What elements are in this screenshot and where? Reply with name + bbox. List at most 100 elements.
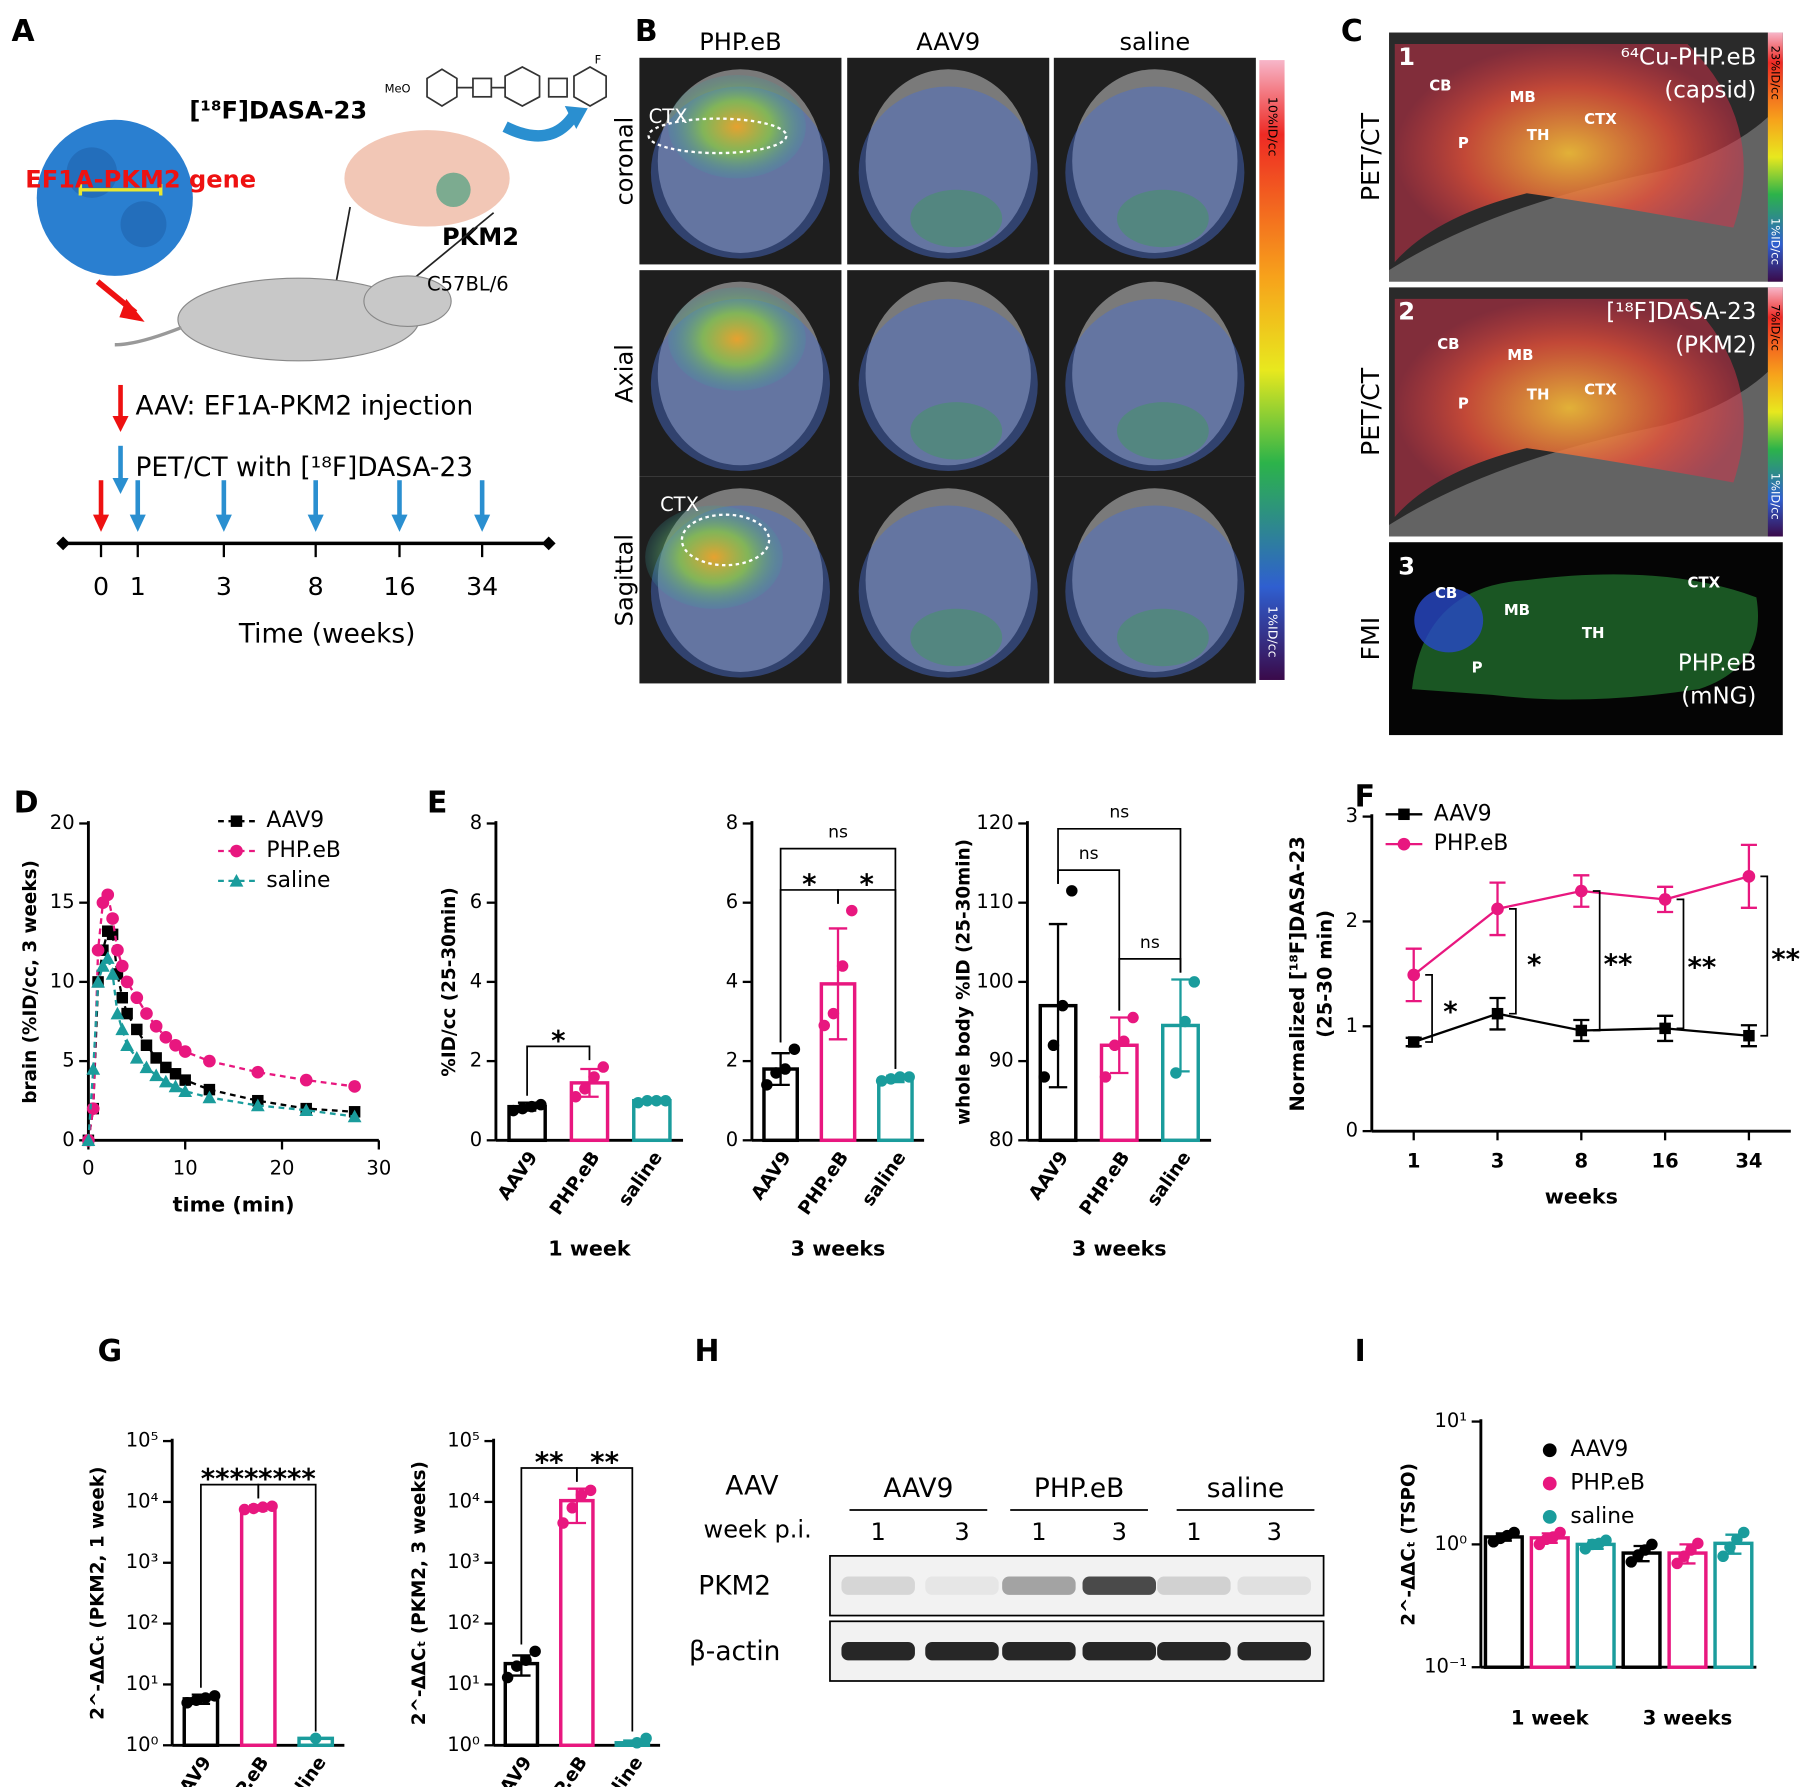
pet-uptake (1116, 189, 1209, 248)
y-tick-label: 10⁰ (126, 1733, 159, 1756)
marker (149, 1019, 163, 1033)
panel-letter: G (98, 1334, 122, 1369)
image-title: (PKM2) (1675, 332, 1756, 358)
data-point (575, 1489, 588, 1501)
significance-label: **** (201, 1463, 259, 1495)
data-point (779, 1063, 791, 1075)
column-label: PHP.eB (699, 28, 781, 56)
significance-bracket (1592, 890, 1601, 1032)
timeline-tick-label: 16 (383, 572, 415, 601)
row-label: AAV (725, 1470, 778, 1501)
blot-band (925, 1641, 999, 1661)
panel-letter: C (1341, 14, 1363, 49)
rotated-label: coronal (611, 117, 639, 206)
series-line (87, 929, 355, 1141)
pet-uptake (1065, 505, 1245, 678)
bar (1667, 1551, 1708, 1669)
significance-bracket (779, 889, 839, 1043)
blot-band (1082, 1641, 1156, 1661)
marker (1743, 1029, 1755, 1042)
marker (203, 1054, 216, 1068)
y-tick-label: 10¹ (1434, 1409, 1467, 1432)
y-tick-label: 10⁵ (447, 1429, 480, 1452)
pet-hotspot (668, 287, 806, 391)
colorbar (1259, 60, 1285, 680)
x-tick-label: 8 (1575, 1150, 1589, 1173)
marker (100, 951, 115, 964)
region-label: CB (1435, 584, 1457, 602)
pet-uptake (1394, 298, 1744, 517)
significance-label: * (1527, 949, 1541, 981)
significance-label: **** (258, 1463, 316, 1495)
x-tick-label: 3 (1491, 1150, 1505, 1173)
x-tick-label: 1 (1407, 1150, 1421, 1173)
strain-label: C57BL/6 (427, 273, 509, 296)
marker (202, 1090, 217, 1104)
blot (829, 1555, 1325, 1617)
data-point (529, 1645, 541, 1658)
image-number: 1 (1398, 43, 1415, 71)
data-point (1692, 1537, 1704, 1550)
blot-band (1237, 1576, 1311, 1595)
scale-label: 1%ID/cc (1768, 218, 1782, 265)
significance-label: ns (828, 823, 848, 843)
region-outline (680, 513, 771, 567)
legend-marker (1542, 1509, 1557, 1524)
y-tick-label: 5 (62, 1049, 74, 1072)
timeline-end (541, 536, 556, 551)
data-point (1047, 1039, 1060, 1051)
pet-uptake (1065, 86, 1245, 259)
data-point (1724, 1541, 1736, 1553)
data-point (247, 1502, 260, 1515)
marker (299, 1073, 313, 1087)
panel-a: A EF1A-PKM2 gene [¹⁸F]DASA-23 MeO F PKM2… (11, 14, 607, 650)
pet-uptake (1394, 44, 1744, 263)
pet-uptake (858, 505, 1038, 678)
ct-brain (865, 281, 1031, 466)
y-tick-label: 20 (50, 811, 75, 834)
data-point (507, 1104, 520, 1117)
region-label: MB (1507, 346, 1533, 364)
x-tick-label: PHP.eB (546, 1148, 605, 1219)
rotated-label: 2^-ΔΔCₜ (PKM2, 3 weeks) (409, 1461, 430, 1725)
rotated-label: 2^-ΔΔCₜ (PKM2, 1 week) (88, 1467, 109, 1720)
panel-letter: B (635, 14, 658, 49)
data-point (511, 1660, 523, 1672)
x-tick-label: AAV9 (488, 1753, 536, 1787)
band-label: PKM2 (698, 1570, 771, 1601)
x-tick-label: AAV9 (494, 1148, 542, 1204)
rotated-label: Normalized [¹⁸F]DASA-23 (1286, 836, 1309, 1111)
reaction-arrow (502, 111, 579, 142)
legend-marker (1542, 1443, 1557, 1458)
pet-uptake (1116, 402, 1209, 460)
significance-label: * (1443, 996, 1457, 1028)
x-tick-label: saline (595, 1753, 647, 1787)
rotated-label: 2^-ΔΔCₜ (TSPO) (1399, 1463, 1420, 1626)
y-tick-label: 4 (470, 969, 482, 992)
region-label: CB (1437, 335, 1459, 353)
y-tick-label: 3 (1346, 804, 1358, 827)
marker (160, 1061, 172, 1074)
data-point (516, 1102, 529, 1115)
significance-label: ** (590, 1446, 619, 1478)
marker (115, 1022, 130, 1036)
arrow-head (215, 514, 232, 532)
timeline-tick-label: 0 (93, 572, 109, 601)
data-point (641, 1094, 653, 1107)
data-point (875, 1075, 888, 1087)
y-tick-label: 100 (976, 969, 1013, 992)
marker (106, 912, 119, 925)
data-point (1118, 1035, 1130, 1048)
y-tick-label: 80 (989, 1128, 1014, 1151)
marker (1398, 808, 1410, 821)
data-point (1038, 1071, 1050, 1083)
data-point (588, 1071, 600, 1083)
y-tick-label: 2 (726, 1049, 738, 1072)
y-tick-label: 10⁴ (447, 1489, 480, 1512)
data-point (818, 1019, 830, 1032)
blot-band (841, 1641, 915, 1661)
pet-uptake (1065, 298, 1245, 472)
x-tick-label: saline (614, 1148, 666, 1210)
marker (91, 975, 105, 988)
y-tick-label: 10² (447, 1611, 480, 1634)
